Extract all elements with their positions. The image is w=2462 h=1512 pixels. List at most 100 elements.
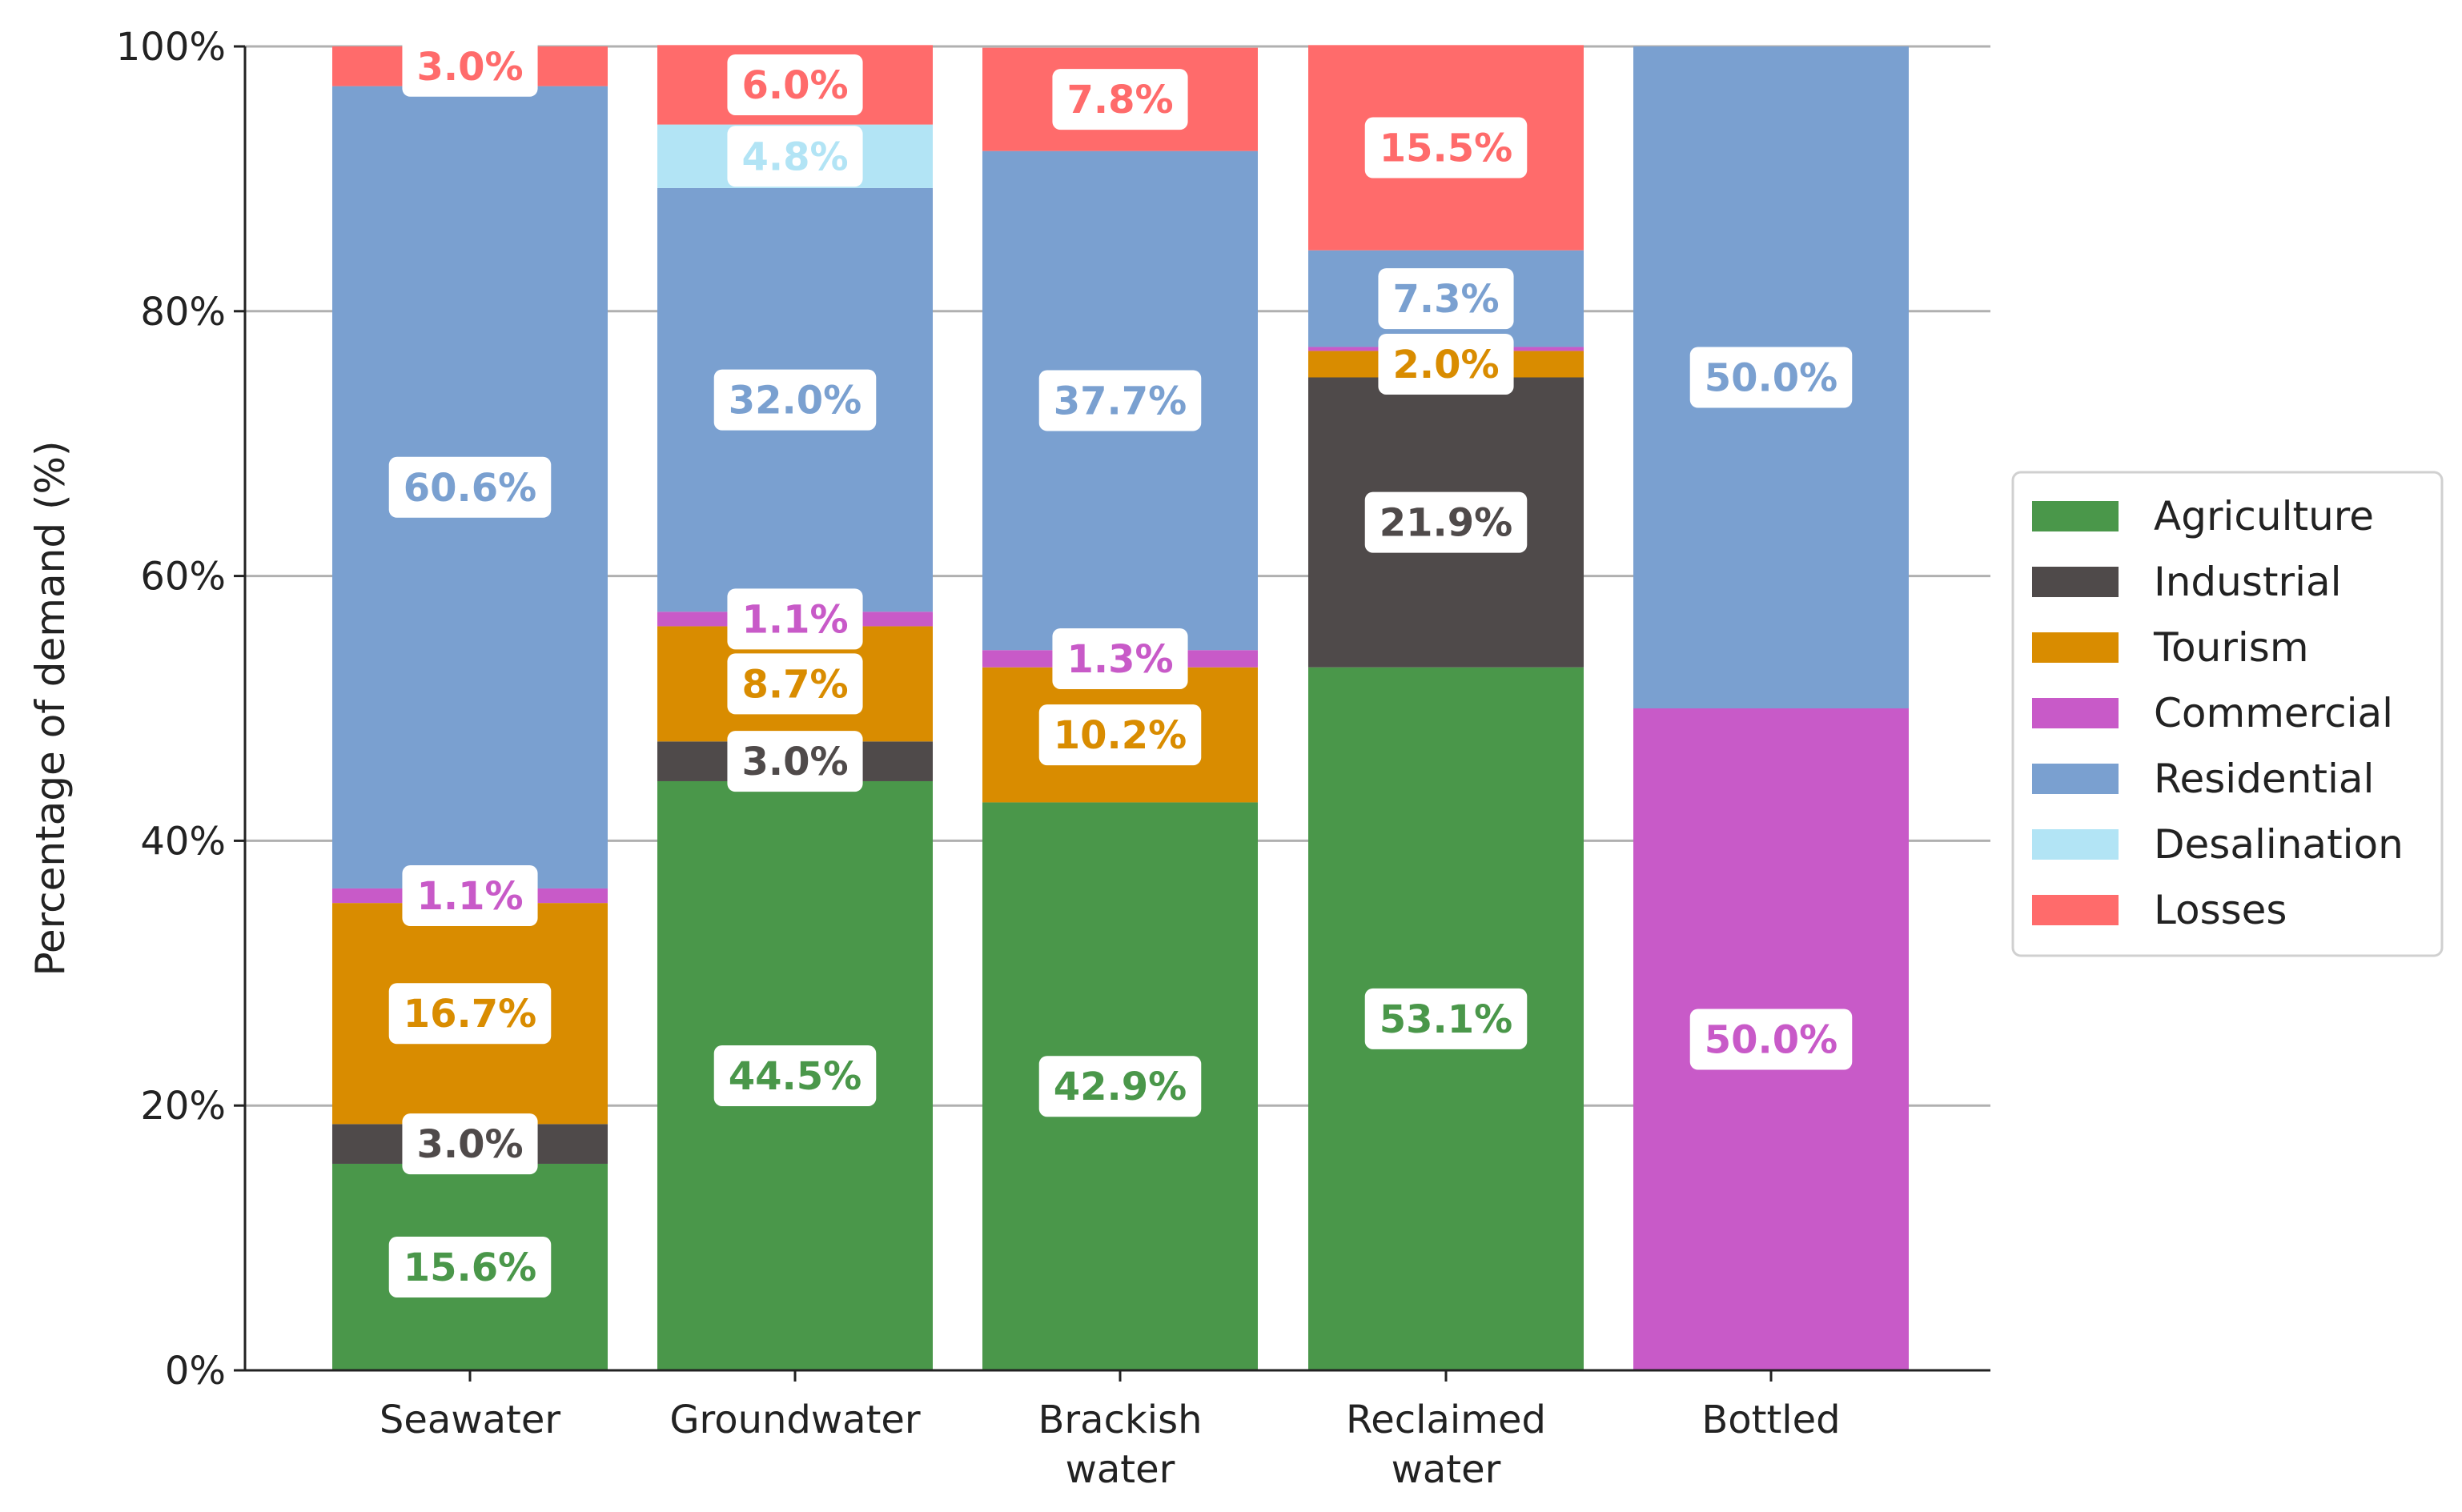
data-label-text: 60.6% [404, 466, 537, 511]
x-tick-label: Brackish [1038, 1398, 1202, 1442]
x-tick-label: water [1392, 1447, 1501, 1492]
data-label-residential: 60.6% [388, 456, 552, 518]
data-label-text: 2.0% [1392, 343, 1499, 387]
data-label-tourism: 10.2% [1038, 704, 1202, 766]
data-label-box [1364, 117, 1528, 178]
data-label-residential: 32.0% [713, 369, 877, 431]
data-label-text: 4.8% [741, 134, 848, 179]
data-label-box [1378, 268, 1514, 330]
x-tick-label: Seawater [380, 1398, 560, 1442]
data-label-box [727, 653, 863, 715]
legend: Agriculture Industrial Tourism Commercial Re… [2011, 471, 2444, 957]
data-label-residential: 7.3% [1378, 268, 1514, 330]
legend-swatch [2032, 567, 2119, 597]
data-label-commercial: 1.1% [402, 865, 538, 927]
data-label-agriculture: 42.9% [1038, 1056, 1202, 1117]
data-label-industrial: 21.9% [1364, 491, 1528, 553]
data-label-box [727, 54, 863, 115]
data-label-text: 1.3% [1066, 637, 1173, 682]
data-label-text: 42.9% [1054, 1065, 1187, 1109]
legend-label: Industrial [2154, 559, 2342, 605]
data-label-text: 7.8% [1066, 78, 1173, 122]
x-tick-label: Bottled [1701, 1398, 1840, 1442]
y-tick-label: 60% [140, 555, 226, 600]
data-label-box [388, 1236, 552, 1297]
y-axis-title: Percentage of demand (%) [27, 441, 74, 977]
data-label-box [1052, 628, 1188, 689]
data-label-residential: 37.7% [1038, 370, 1202, 431]
data-label-box [1038, 704, 1202, 766]
data-label-tourism: 2.0% [1378, 333, 1514, 395]
data-label-commercial: 1.3% [1052, 628, 1188, 689]
data-label-residential: 50.0% [1689, 347, 1853, 408]
data-label-box [713, 1045, 877, 1106]
legend-swatch [2032, 632, 2119, 663]
data-label-box [1378, 333, 1514, 395]
data-label-box [402, 35, 538, 97]
data-label-box [388, 456, 552, 518]
legend-swatch [2032, 698, 2119, 728]
legend-label: Tourism [2153, 624, 2309, 671]
data-label-box [1364, 491, 1528, 553]
y-tick-label: 0% [165, 1349, 226, 1394]
data-label-text: 10.2% [1054, 713, 1187, 758]
data-label-box [402, 865, 538, 927]
data-label-box [727, 126, 863, 187]
data-label-text: 6.0% [741, 63, 848, 108]
legend-item-commercial: Commercial [2032, 690, 2393, 736]
data-label-text: 53.1% [1380, 997, 1513, 1042]
data-label-box [402, 1113, 538, 1175]
y-tick-label: 40% [140, 819, 226, 864]
legend-item-desalination: Desalination [2032, 821, 2404, 868]
legend-item-losses: Losses [2032, 887, 2287, 933]
y-tick-label: 100% [116, 25, 226, 70]
data-label-desalination: 4.8% [727, 126, 863, 187]
data-label-losses: 7.8% [1052, 69, 1188, 130]
bars [332, 45, 1909, 1370]
data-label-tourism: 16.7% [388, 983, 552, 1045]
legend-frame [2011, 471, 2444, 957]
data-label-losses: 15.5% [1364, 117, 1528, 178]
data-label-text: 15.5% [1380, 126, 1513, 171]
data-label-industrial: 3.0% [402, 1113, 538, 1175]
legend-label: Residential [2154, 756, 2374, 802]
data-label-box [1038, 370, 1202, 431]
legend-item-agriculture: Agriculture [2032, 493, 2374, 539]
legend-label: Agriculture [2154, 493, 2374, 539]
data-label-agriculture: 44.5% [713, 1045, 877, 1106]
data-label-commercial: 1.1% [727, 588, 863, 650]
data-label-text: 50.0% [1705, 1018, 1838, 1063]
data-label-losses: 6.0% [727, 54, 863, 115]
data-label-losses: 3.0% [402, 35, 538, 97]
data-label-text: 37.7% [1054, 379, 1187, 423]
data-label-box [1689, 347, 1853, 408]
data-label-text: 7.3% [1392, 277, 1499, 322]
legend-swatch [2032, 829, 2119, 860]
data-label-text: 3.0% [416, 1122, 523, 1167]
data-label-text: 50.0% [1705, 356, 1838, 401]
legend-label: Desalination [2154, 821, 2404, 868]
data-label-box [1038, 1056, 1202, 1117]
data-label-box [388, 983, 552, 1045]
legend-item-tourism: Tourism [2032, 624, 2309, 671]
legend-label: Losses [2154, 887, 2287, 933]
y-tick-label: 20% [140, 1084, 226, 1129]
x-tick-label: Groundwater [669, 1398, 921, 1442]
legend-item-residential: Residential [2032, 756, 2374, 802]
data-label-text: 21.9% [1380, 501, 1513, 546]
data-label-commercial: 50.0% [1689, 1009, 1853, 1070]
data-label-box [727, 588, 863, 650]
legend-swatch [2032, 895, 2119, 925]
legend-item-industrial: Industrial [2032, 559, 2342, 605]
data-label-agriculture: 53.1% [1364, 988, 1528, 1049]
data-label-text: 32.0% [729, 379, 862, 423]
data-label-box [1052, 69, 1188, 130]
data-label-text: 1.1% [416, 874, 523, 919]
data-label-text: 3.0% [741, 740, 848, 784]
x-tick-label: water [1066, 1447, 1175, 1492]
data-label-text: 16.7% [404, 992, 537, 1037]
data-label-industrial: 3.0% [727, 731, 863, 792]
data-label-text: 44.5% [729, 1054, 862, 1099]
